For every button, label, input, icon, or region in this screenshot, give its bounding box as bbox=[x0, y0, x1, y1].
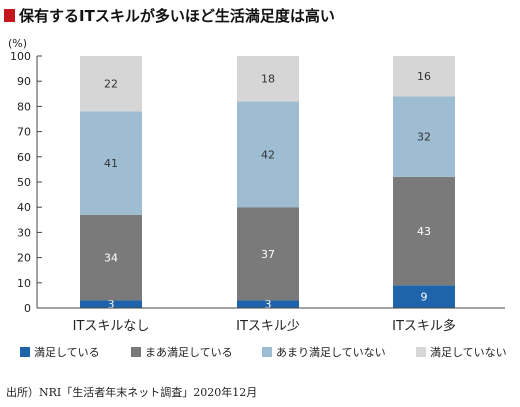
y-tick-label: 100 bbox=[10, 50, 31, 63]
bar-value-label: 22 bbox=[104, 78, 118, 91]
bar-value-label: 34 bbox=[104, 252, 118, 265]
legend-swatch bbox=[416, 347, 426, 357]
legend-swatch bbox=[20, 347, 30, 357]
bar-segment bbox=[237, 207, 299, 301]
bar-segment bbox=[237, 56, 299, 102]
y-tick-label: 50 bbox=[17, 176, 31, 189]
x-category-label: ITスキルなし bbox=[73, 319, 150, 334]
y-tick-label: 20 bbox=[17, 252, 31, 265]
bar-segment bbox=[393, 96, 455, 177]
legend-item: 満足している bbox=[20, 346, 100, 359]
bar-segment bbox=[237, 300, 299, 308]
chart-title: 保有するITスキルが多いほど生活満足度は高い bbox=[4, 5, 335, 26]
legend-label: あまり満足していない bbox=[276, 346, 386, 359]
y-tick-label: 0 bbox=[24, 302, 31, 315]
bar-segment bbox=[393, 56, 455, 97]
y-axis-unit-label: (%) bbox=[8, 37, 27, 50]
y-tick-label: 10 bbox=[17, 277, 31, 290]
legend-swatch bbox=[131, 347, 141, 357]
bar-segment bbox=[237, 101, 299, 208]
bar-segment bbox=[80, 214, 142, 301]
bar-value-label: 43 bbox=[417, 225, 431, 238]
bar-value-label: 9 bbox=[421, 291, 428, 304]
y-tick-label: 40 bbox=[17, 201, 31, 214]
chart-title-text: 保有するITスキルが多いほど生活満足度は高い bbox=[19, 7, 335, 25]
legend-item: あまり満足していない bbox=[262, 346, 386, 359]
y-tick-label: 30 bbox=[17, 226, 31, 239]
bar-value-label: 16 bbox=[417, 70, 431, 83]
legend-swatch bbox=[262, 347, 272, 357]
y-tick-label: 60 bbox=[17, 151, 31, 164]
y-tick-label: 90 bbox=[17, 75, 31, 88]
legend-item: 満足していない bbox=[416, 346, 507, 359]
bar-segment bbox=[393, 285, 455, 308]
bar-value-label: 32 bbox=[417, 131, 431, 144]
y-tick-label: 70 bbox=[17, 126, 31, 139]
bar-segment bbox=[80, 111, 142, 215]
legend: 満足している まあ満足している あまり満足していない 満足していない bbox=[20, 346, 507, 359]
x-category-label: ITスキル少 bbox=[236, 319, 300, 334]
bar-value-label: 41 bbox=[104, 157, 118, 170]
legend-label: まあ満足している bbox=[145, 346, 233, 359]
bar-value-label: 37 bbox=[261, 248, 275, 261]
bar-value-label: 3 bbox=[108, 298, 115, 311]
bar-segment bbox=[80, 56, 142, 112]
bar-value-label: 42 bbox=[261, 148, 275, 161]
y-axis: 0 10 20 30 40 50 60 70 80 90 100 bbox=[10, 50, 42, 315]
title-marker-icon bbox=[4, 9, 15, 22]
source-note: 出所）NRI「生活者年末ネット調査」2020年12月 bbox=[6, 386, 258, 399]
bars: 3 34 41 22 3 37 42 18 9 43 32 16 bbox=[80, 56, 455, 311]
x-axis: ITスキルなし ITスキル少 ITスキル多 bbox=[37, 307, 505, 334]
bar-value-label: 18 bbox=[261, 73, 275, 86]
bar-value-label: 3 bbox=[265, 298, 272, 311]
bar-segment bbox=[80, 300, 142, 308]
legend-label: 満足している bbox=[34, 346, 100, 359]
x-category-label: ITスキル多 bbox=[392, 318, 456, 334]
legend-label: 満足していない bbox=[430, 346, 507, 359]
legend-item: まあ満足している bbox=[131, 346, 233, 359]
stacked-bar-chart: (%) 0 10 20 30 40 50 60 70 80 90 100 3 34 41 22 3 37 42 1… bbox=[8, 37, 507, 359]
bar-segment bbox=[393, 176, 455, 286]
y-tick-label: 80 bbox=[17, 100, 31, 113]
